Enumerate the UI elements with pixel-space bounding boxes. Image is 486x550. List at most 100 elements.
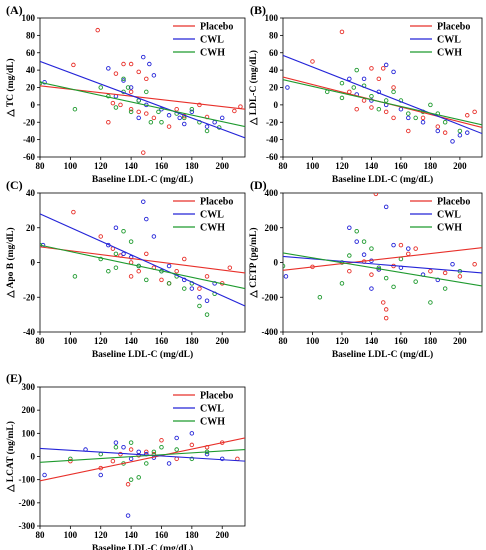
point-cwh: [369, 93, 374, 99]
y-tick-label: -40: [266, 135, 278, 145]
y-tick-label: 0: [274, 100, 279, 110]
point-cwh: [159, 444, 164, 450]
point-placebo: [373, 193, 379, 197]
point-placebo: [361, 98, 367, 103]
point-cwl: [174, 435, 179, 441]
point-placebo: [174, 456, 179, 462]
point-placebo: [106, 119, 111, 125]
point-placebo: [435, 124, 441, 129]
point-cwh: [144, 461, 149, 466]
y-axis-title: △ TC (mg/dL): [5, 58, 16, 117]
point-placebo: [227, 265, 233, 270]
y-tick-label: -400: [262, 327, 279, 337]
point-placebo: [204, 274, 210, 279]
point-placebo: [406, 251, 411, 257]
chart-panel-5: (E) 80 100 120 140 160 180 200 -300 -200 -100 0 100 2…: [5, 371, 246, 550]
y-axis-title: △ Apo B (mg/dL): [5, 227, 16, 298]
panel-label: (A): [6, 3, 23, 17]
point-cwh: [204, 128, 210, 134]
point-cwl: [141, 199, 146, 204]
x-tick-label: 80: [36, 530, 46, 540]
point-cwh: [391, 284, 396, 290]
x-tick-label: 140: [124, 336, 138, 346]
point-placebo: [472, 261, 477, 267]
point-cwh: [204, 312, 210, 317]
legend-label-cwh: CWH: [200, 48, 225, 59]
x-tick-label: 180: [185, 161, 199, 171]
point-cwl: [197, 295, 202, 300]
point-placebo: [189, 442, 195, 448]
y-tick-label: -20: [266, 117, 278, 127]
point-placebo: [174, 268, 179, 274]
point-cwh: [174, 447, 179, 452]
x-tick-label: 80: [36, 161, 46, 171]
point-placebo: [380, 300, 386, 305]
y-tick-label: 40: [26, 65, 36, 75]
y-tick-label: 80: [269, 30, 279, 40]
point-placebo: [472, 109, 477, 115]
point-cwh: [125, 85, 131, 90]
point-placebo: [428, 268, 433, 274]
point-cwl: [391, 242, 396, 248]
point-cwh: [398, 256, 404, 262]
legend-label-cwl: CWL: [437, 210, 461, 221]
point-cwh: [339, 95, 345, 101]
point-placebo: [113, 71, 119, 76]
y-tick-label: 100: [22, 428, 36, 438]
point-cwh: [376, 265, 382, 270]
point-cwh: [347, 253, 352, 258]
point-cwh: [376, 106, 382, 112]
fit-line-cwh: [40, 244, 245, 290]
point-placebo: [128, 89, 134, 95]
y-tick-label: -20: [23, 117, 35, 127]
point-placebo: [465, 113, 470, 118]
y-tick-label: 80: [26, 30, 36, 40]
point-cwl: [182, 121, 187, 127]
point-placebo: [442, 270, 448, 276]
y-tick-label: 300: [22, 382, 36, 392]
x-tick-label: 100: [306, 336, 320, 346]
point-placebo: [347, 268, 352, 274]
point-cwh: [317, 295, 323, 300]
point-cwl: [391, 69, 396, 75]
point-cwh: [98, 451, 103, 457]
panel-label: (B): [250, 3, 266, 17]
x-tick-label: 120: [335, 336, 349, 346]
point-cwl: [166, 263, 172, 269]
legend-label-cwl: CWL: [437, 35, 461, 46]
plot-area: [40, 431, 245, 518]
x-axis-title: Baseline LDL-C (mg/dL): [332, 349, 433, 360]
point-cwh: [361, 239, 367, 244]
point-cwl: [42, 80, 47, 85]
point-placebo: [110, 100, 116, 106]
x-tick-label: 160: [155, 336, 169, 346]
point-placebo: [136, 109, 141, 115]
point-placebo: [125, 482, 131, 487]
point-placebo: [369, 66, 374, 71]
point-cwh: [98, 256, 103, 262]
point-placebo: [128, 274, 134, 279]
point-placebo: [118, 451, 123, 457]
fit-line-placebo: [40, 437, 245, 482]
point-placebo: [144, 449, 149, 455]
point-cwl: [121, 251, 126, 257]
x-axis-title: Baseline LDL-C (mg/dL): [92, 543, 193, 550]
y-tick-label: 60: [269, 48, 279, 58]
point-placebo: [159, 438, 164, 443]
point-cwh: [113, 251, 119, 257]
point-cwh: [354, 228, 359, 234]
point-cwh: [121, 76, 126, 82]
point-cwh: [72, 274, 78, 279]
panel-label: (E): [6, 371, 22, 385]
point-cwh: [354, 67, 359, 73]
legend-label-cwl: CWL: [200, 210, 224, 221]
fit-line-cwl: [40, 447, 245, 462]
point-cwl: [151, 73, 157, 78]
fit-line-cwl: [40, 213, 245, 307]
point-cwh: [413, 279, 418, 284]
point-placebo: [95, 27, 100, 33]
point-cwl: [212, 281, 217, 286]
point-placebo: [128, 106, 134, 112]
x-tick-label: 120: [94, 161, 108, 171]
legend-label-cwh: CWH: [200, 417, 225, 428]
